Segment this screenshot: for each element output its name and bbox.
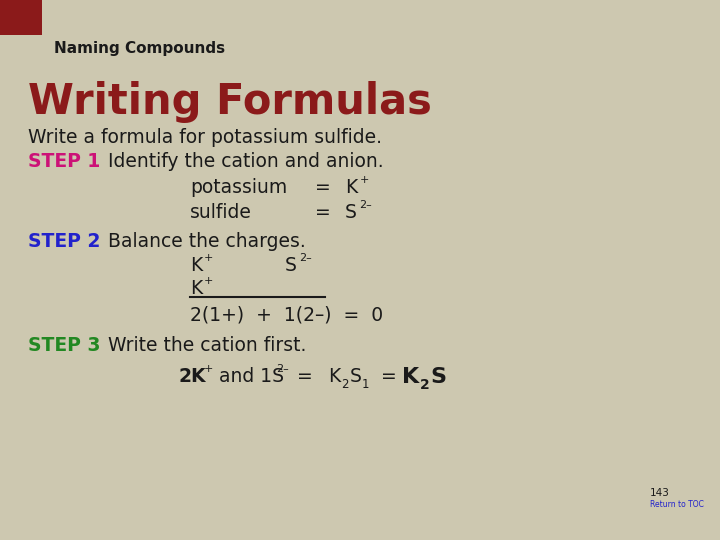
Text: Identify the cation and anion.: Identify the cation and anion. (108, 152, 384, 171)
Text: S: S (285, 256, 297, 275)
Text: +: + (204, 276, 213, 286)
Text: =: = (315, 204, 330, 222)
Text: K: K (190, 256, 202, 275)
Text: =: = (315, 178, 330, 197)
Text: S: S (430, 367, 446, 387)
Bar (0, 0, 42, 35)
Text: STEP 3: STEP 3 (28, 336, 101, 355)
Text: =: = (291, 367, 312, 386)
Text: sulfide: sulfide (190, 204, 252, 222)
Text: 2–: 2– (276, 364, 289, 374)
Text: Write the cation first.: Write the cation first. (108, 336, 307, 355)
Text: 2(1+)  +  1(2–)  =  0: 2(1+) + 1(2–) = 0 (190, 306, 383, 325)
Text: Return to TOC: Return to TOC (650, 500, 704, 509)
Text: 2K: 2K (178, 367, 205, 386)
Text: and 1S: and 1S (213, 367, 284, 386)
Text: STEP 2: STEP 2 (28, 232, 100, 251)
Text: 143: 143 (650, 488, 670, 498)
Text: +: + (204, 253, 213, 264)
Text: K: K (328, 367, 341, 386)
Text: K: K (190, 279, 202, 298)
Text: +: + (204, 364, 213, 374)
Text: +: + (360, 174, 369, 185)
Text: S: S (350, 367, 362, 386)
Text: Naming Compounds: Naming Compounds (54, 41, 225, 56)
Text: 2: 2 (341, 378, 348, 391)
Text: Writing Formulas: Writing Formulas (28, 81, 432, 123)
Text: 2–: 2– (299, 253, 312, 264)
Text: STEP 1: STEP 1 (28, 152, 100, 171)
Text: potassium: potassium (190, 178, 287, 197)
Text: S: S (345, 204, 357, 222)
Text: Balance the charges.: Balance the charges. (108, 232, 306, 251)
Text: 2: 2 (420, 378, 430, 392)
Text: 1: 1 (362, 378, 369, 391)
Text: 2–: 2– (359, 200, 372, 210)
Text: Write a formula for potassium sulfide.: Write a formula for potassium sulfide. (28, 127, 382, 146)
Text: =: = (369, 367, 397, 386)
Text: K: K (402, 367, 419, 387)
Text: K: K (345, 178, 357, 197)
